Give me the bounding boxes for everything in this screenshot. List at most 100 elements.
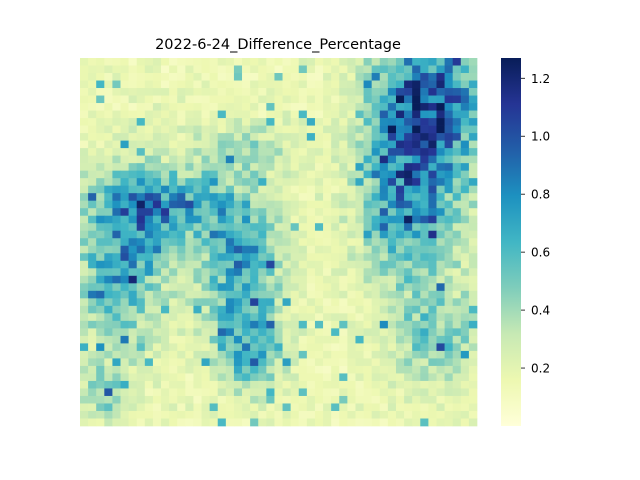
heatmap-cell xyxy=(323,223,332,232)
heatmap-cell xyxy=(355,163,364,171)
heatmap-cell xyxy=(306,373,316,382)
heatmap-cell xyxy=(306,350,316,359)
heatmap-cell xyxy=(112,58,121,66)
heatmap-cell xyxy=(152,298,162,307)
heatmap-cell xyxy=(363,88,373,96)
heatmap-cell xyxy=(96,103,105,111)
heatmap-cell xyxy=(387,208,397,217)
heatmap-cell xyxy=(428,178,437,187)
heatmap-cell xyxy=(169,58,178,66)
heatmap-cell xyxy=(112,65,121,74)
heatmap-cell xyxy=(428,260,437,269)
heatmap-cell xyxy=(144,305,154,314)
heatmap-cell xyxy=(339,290,348,299)
heatmap-cell xyxy=(209,275,219,284)
heatmap-cell xyxy=(217,275,227,284)
heatmap-cell xyxy=(420,125,429,134)
heatmap-cell xyxy=(379,178,389,187)
heatmap-cell xyxy=(193,418,202,427)
heatmap-cell xyxy=(428,410,437,419)
heatmap-cell xyxy=(144,223,154,232)
heatmap-cell xyxy=(444,335,454,344)
heatmap-cell xyxy=(233,320,243,329)
heatmap-cell xyxy=(80,95,89,104)
heatmap-cell xyxy=(436,140,445,149)
heatmap-cell xyxy=(225,380,235,389)
heatmap-cell xyxy=(428,275,437,284)
heatmap-cell xyxy=(460,403,470,412)
heatmap-cell xyxy=(209,140,219,149)
heatmap-cell xyxy=(452,320,462,329)
heatmap-cell xyxy=(225,73,235,81)
heatmap-cell xyxy=(395,290,405,299)
heatmap-cell xyxy=(217,215,227,224)
heatmap-cell xyxy=(193,88,202,96)
heatmap-cell xyxy=(371,260,381,269)
heatmap-cell xyxy=(363,335,373,344)
heatmap-cell xyxy=(128,253,138,262)
heatmap-cell xyxy=(395,403,405,412)
heatmap-cell xyxy=(80,230,89,239)
heatmap-cell xyxy=(323,215,332,224)
heatmap-cell xyxy=(128,155,138,164)
heatmap-cell xyxy=(298,95,308,104)
heatmap-cell xyxy=(387,155,397,164)
heatmap-cell xyxy=(371,275,381,284)
heatmap-cell xyxy=(306,328,316,337)
heatmap-cell xyxy=(404,103,413,111)
heatmap-cell xyxy=(420,170,429,179)
heatmap-cell xyxy=(233,200,243,209)
heatmap-cell xyxy=(379,275,389,284)
heatmap-cell xyxy=(379,103,389,111)
heatmap-cell xyxy=(112,88,121,96)
heatmap-cell xyxy=(209,103,219,111)
heatmap-cell xyxy=(331,320,340,329)
heatmap-cell xyxy=(177,110,186,119)
heatmap-cell xyxy=(436,403,445,412)
heatmap-cell xyxy=(428,148,437,156)
heatmap-cell xyxy=(233,275,243,284)
heatmap-cell xyxy=(96,343,105,352)
heatmap-cell xyxy=(436,343,445,352)
heatmap-cell xyxy=(395,110,405,119)
heatmap-cell xyxy=(363,283,373,292)
heatmap-cell xyxy=(185,320,194,329)
heatmap-cell xyxy=(185,350,194,359)
heatmap-cell xyxy=(274,110,283,119)
heatmap-cell xyxy=(136,73,146,81)
heatmap-cell xyxy=(371,185,381,194)
heatmap-cell xyxy=(298,215,308,224)
heatmap-cell xyxy=(460,335,470,344)
heatmap-cell xyxy=(266,163,275,171)
heatmap-cell xyxy=(161,403,170,412)
heatmap-cell xyxy=(420,380,429,389)
heatmap-cell xyxy=(217,88,227,96)
heatmap-cell xyxy=(201,185,210,194)
heatmap-cell xyxy=(412,350,421,359)
heatmap-cell xyxy=(177,103,186,111)
heatmap-cell xyxy=(144,163,154,171)
heatmap-cell xyxy=(152,193,162,202)
heatmap-cell xyxy=(323,133,332,141)
heatmap-cell xyxy=(452,73,462,81)
heatmap-cell xyxy=(258,155,267,164)
heatmap-cell xyxy=(193,215,202,224)
heatmap-cell xyxy=(169,320,178,329)
heatmap-cell xyxy=(136,320,146,329)
heatmap-cell xyxy=(363,103,373,111)
heatmap-cell xyxy=(120,290,129,299)
heatmap-cell xyxy=(112,125,121,134)
heatmap-cell xyxy=(371,95,381,104)
heatmap-cell xyxy=(201,403,210,412)
heatmap-cell xyxy=(128,343,138,352)
heatmap-cell xyxy=(250,268,259,277)
heatmap-cell xyxy=(420,350,429,359)
heatmap-cell xyxy=(355,88,364,96)
heatmap-cell xyxy=(404,223,413,232)
heatmap-cell xyxy=(225,260,235,269)
heatmap-cell xyxy=(379,110,389,119)
heatmap-cell xyxy=(282,163,291,171)
heatmap-cell xyxy=(444,215,454,224)
heatmap-cell xyxy=(144,170,154,179)
heatmap-cell xyxy=(404,260,413,269)
